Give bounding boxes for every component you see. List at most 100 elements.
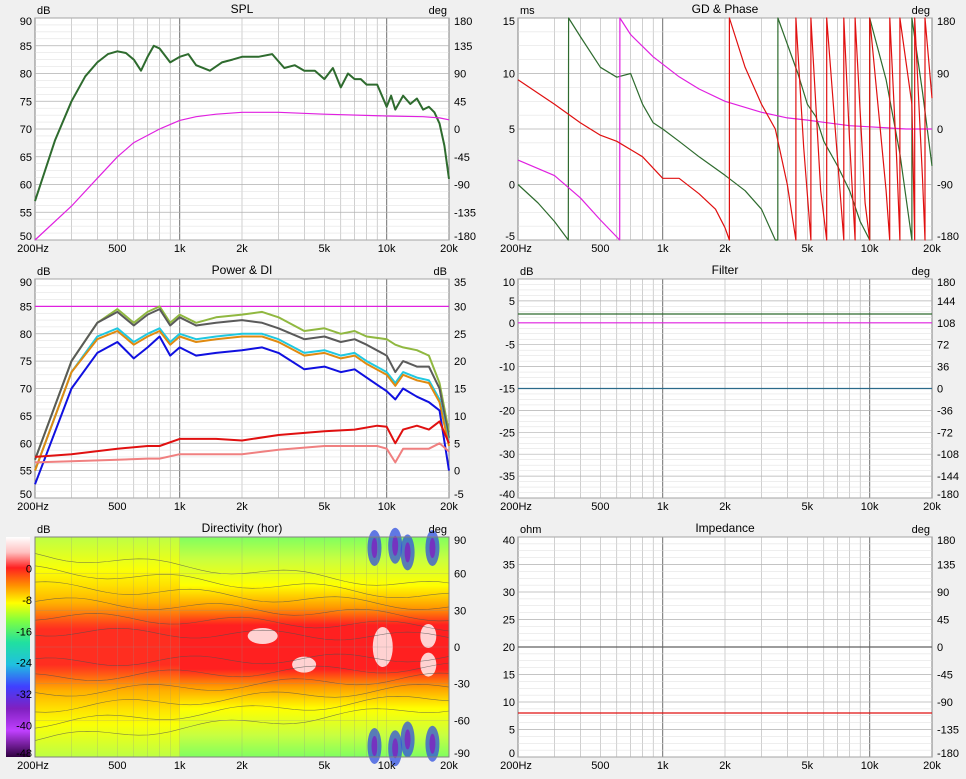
plot-border xyxy=(34,536,450,758)
x-tick-label: 1k xyxy=(174,243,186,255)
x-tick-label: 200Hz xyxy=(500,243,532,255)
series-line-sound-power xyxy=(34,330,450,471)
y-tick-label: 0 xyxy=(26,563,32,575)
y-tick-label: -5 xyxy=(505,231,515,243)
x-tick-label: 500 xyxy=(108,501,126,513)
null-lobe-core xyxy=(404,729,411,750)
x-tick-label: 5k xyxy=(319,501,331,513)
x-tick-label: 1k xyxy=(657,760,669,772)
y-tick-label: 80 xyxy=(20,329,32,341)
x-tick-label: 200Hz xyxy=(500,501,532,513)
y-tick-label: -25 xyxy=(499,427,515,439)
hot-spot xyxy=(292,656,317,673)
x-tick-label: 2k xyxy=(236,501,248,513)
y2-tick-label: 90 xyxy=(454,535,466,547)
y2-tick-label: -45 xyxy=(937,670,953,682)
x-tick-label: 5k xyxy=(802,760,814,772)
y-tick-label: 75 xyxy=(20,96,32,108)
y2-tick-label: 35 xyxy=(454,277,466,289)
y-tick-label: 10 xyxy=(503,277,515,289)
y-tick-label: -10 xyxy=(499,362,515,374)
y-tick-label: 0 xyxy=(509,318,515,330)
y-tick-label: -35 xyxy=(499,471,515,483)
y-tick-label: -48 xyxy=(16,748,32,760)
color-scale-bar xyxy=(6,537,30,757)
y-tick-label: 60 xyxy=(20,438,32,450)
y-tick-label: 50 xyxy=(20,231,32,243)
y-tick-label: 55 xyxy=(20,466,32,478)
y2-tick-label: -45 xyxy=(454,152,470,164)
x-tick-label: 10k xyxy=(861,243,879,255)
y-tick-label: 70 xyxy=(20,124,32,136)
gdphase-chart: GD & Phase ms deg 15 10 5 0 -5 180 90 0 -90 -180 200H… xyxy=(500,2,959,255)
null-lobe-core xyxy=(429,733,436,754)
y-tick-label: -24 xyxy=(16,658,32,670)
null-lobe-core xyxy=(429,538,436,558)
y-tick-label: 35 xyxy=(503,560,515,572)
y2-axis-unit: deg xyxy=(912,266,930,278)
y-tick-label: 30 xyxy=(503,587,515,599)
series-line-phase-green xyxy=(517,17,933,241)
y2-tick-label: -180 xyxy=(454,231,476,243)
y2-tick-label: 0 xyxy=(454,466,460,478)
y2-tick-label: -135 xyxy=(937,725,959,737)
y2-axis-unit: deg xyxy=(429,5,447,17)
x-tick-label: 500 xyxy=(591,501,609,513)
series-line-early-reflections xyxy=(34,327,450,471)
y-tick-label: 90 xyxy=(20,277,32,289)
x-tick-label: 20k xyxy=(923,760,941,772)
y-tick-label: 55 xyxy=(20,207,32,219)
y2-tick-label: 0 xyxy=(937,124,943,136)
y-tick-label: -40 xyxy=(16,721,32,733)
x-tick-label: 20k xyxy=(923,243,941,255)
y-tick-label: 25 xyxy=(503,615,515,627)
y2-tick-label: -90 xyxy=(454,180,470,192)
y2-tick-label: 5 xyxy=(454,438,460,450)
y2-tick-label: 180 xyxy=(937,535,955,547)
y2-tick-label: 25 xyxy=(454,329,466,341)
y-tick-label: 5 xyxy=(509,296,515,308)
y-tick-label: 15 xyxy=(503,16,515,28)
series-line-spl xyxy=(34,44,450,202)
y-tick-label: 5 xyxy=(509,124,515,136)
y2-tick-label: -90 xyxy=(937,697,953,709)
y2-tick-label: 90 xyxy=(937,587,949,599)
series-line-di xyxy=(34,420,450,458)
filter-chart: Filter dB deg 10 5 0 -5 -10 -15 -20 -25 -30 -35 -40 18… xyxy=(499,263,959,513)
y2-tick-label: -180 xyxy=(937,748,959,760)
y2-tick-label: -36 xyxy=(937,405,953,417)
y-axis-unit: dB xyxy=(37,524,50,536)
y2-tick-label: -180 xyxy=(937,231,959,243)
y2-tick-label: 60 xyxy=(454,569,466,581)
x-tick-label: 5k xyxy=(319,243,331,255)
y-tick-label: -30 xyxy=(499,449,515,461)
y-tick-label: -5 xyxy=(505,340,515,352)
x-tick-label: 2k xyxy=(719,243,731,255)
y-tick-label: 75 xyxy=(20,356,32,368)
hot-spot xyxy=(420,652,437,677)
y-axis-unit: ohm xyxy=(520,524,541,536)
x-tick-label: 10k xyxy=(378,243,396,255)
y-tick-label: -20 xyxy=(499,405,515,417)
y-tick-label: 0 xyxy=(509,748,515,760)
x-tick-label: 200Hz xyxy=(17,760,49,772)
y2-tick-label: -180 xyxy=(937,489,959,501)
y2-tick-label: 10 xyxy=(454,411,466,423)
x-tick-label: 20k xyxy=(440,760,458,772)
y-tick-label: 65 xyxy=(20,152,32,164)
x-tick-label: 20k xyxy=(440,501,458,513)
x-tick-label: 20k xyxy=(440,243,458,255)
y2-tick-label: -135 xyxy=(454,207,476,219)
y-tick-label: -40 xyxy=(499,489,515,501)
x-tick-label: 500 xyxy=(591,243,609,255)
x-tick-label: 2k xyxy=(236,760,248,772)
x-tick-label: 10k xyxy=(861,501,879,513)
y2-tick-label: -90 xyxy=(937,180,953,192)
y2-tick-label: 108 xyxy=(937,318,955,330)
y-tick-label: 15 xyxy=(503,670,515,682)
x-tick-label: 5k xyxy=(802,501,814,513)
y-axis-unit: ms xyxy=(520,5,535,17)
series-line-phase-red xyxy=(517,17,933,241)
